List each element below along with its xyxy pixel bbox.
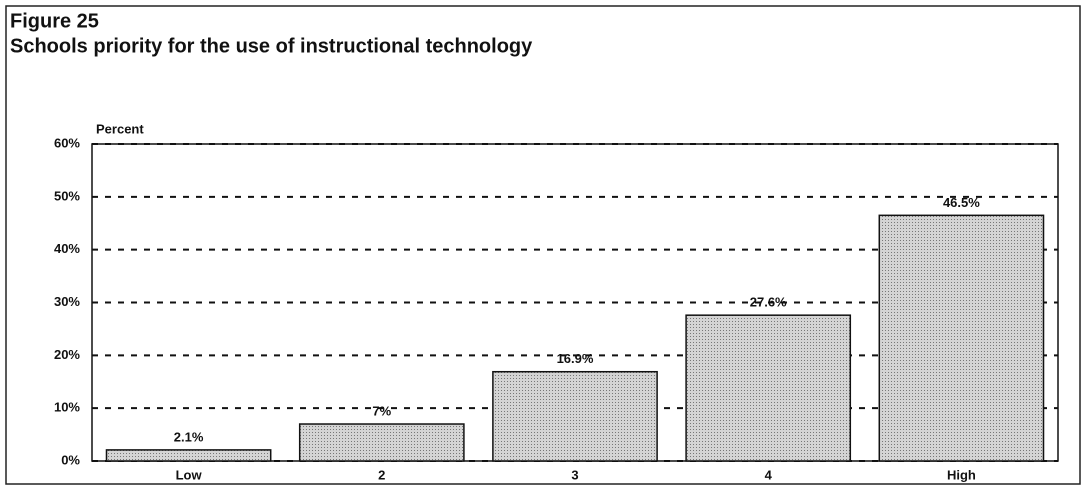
value-label: 46.5% <box>943 195 980 210</box>
bar <box>685 314 852 462</box>
y-tick-label: 20% <box>54 347 80 362</box>
y-tick-label: 50% <box>54 188 80 203</box>
bar <box>878 214 1045 462</box>
value-label: 16.9% <box>557 351 594 366</box>
y-tick-label: 30% <box>54 294 80 309</box>
x-tick-label: 4 <box>765 467 773 482</box>
bar <box>492 370 658 462</box>
x-tick-label: 3 <box>571 467 578 482</box>
y-tick-label: 60% <box>54 135 80 150</box>
y-tick-label: 10% <box>54 400 80 415</box>
x-tick-label: Low <box>176 467 203 482</box>
y-tick-label: 0% <box>61 452 80 467</box>
bar <box>298 423 465 462</box>
chart-title: Figure 25 <box>10 10 99 32</box>
chart-subtitle: Schools priority for the use of instruct… <box>10 35 533 57</box>
x-tick-label: High <box>947 467 976 482</box>
bar <box>105 449 272 462</box>
figure-frame <box>5 5 1081 485</box>
y-tick-label: 40% <box>54 241 80 256</box>
value-label: 27.6% <box>750 295 787 310</box>
value-label: 7% <box>372 403 391 418</box>
y-axis-label: Percent <box>96 121 144 136</box>
x-tick-label: 2 <box>378 467 385 482</box>
value-label: 2.1% <box>174 429 204 444</box>
